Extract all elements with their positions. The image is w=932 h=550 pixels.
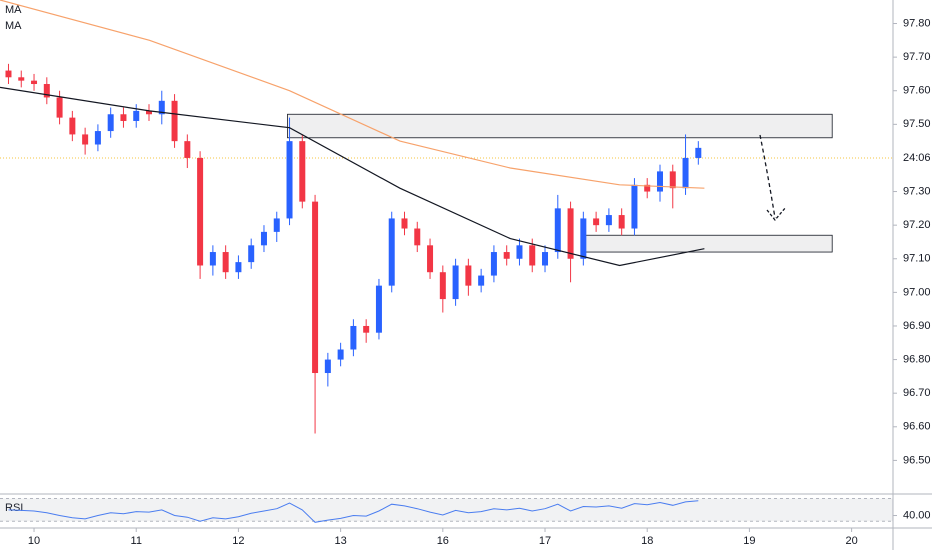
- candle-body: [695, 147, 702, 158]
- candle-body: [5, 70, 12, 78]
- x-tick-label: 11: [131, 535, 142, 547]
- projection-arrow: [759, 134, 776, 219]
- candle-body: [516, 245, 523, 259]
- candle-body: [273, 218, 280, 232]
- candle-body: [401, 218, 408, 229]
- candle-body: [171, 100, 178, 142]
- candle-body: [107, 114, 114, 132]
- candle-body: [248, 245, 255, 263]
- y-tick-label: 96.70: [903, 387, 931, 399]
- y-tick-label: 96.90: [903, 320, 931, 332]
- candle-body: [18, 77, 25, 81]
- y-tick-label: 97.20: [903, 219, 931, 231]
- candle-body: [580, 218, 587, 259]
- candle-body: [299, 141, 306, 202]
- x-tick-label: 16: [437, 535, 449, 547]
- x-tick-label: 19: [743, 535, 755, 547]
- candle-body: [31, 80, 38, 85]
- candle-body: [209, 252, 216, 266]
- legend-ma: MA: [5, 20, 22, 32]
- candle-body: [567, 208, 574, 259]
- x-tick-label: 17: [539, 535, 551, 547]
- moving-average: [0, 0, 705, 189]
- rsi-label: RSI: [5, 502, 23, 514]
- candle-body: [235, 262, 242, 273]
- candle-body: [529, 245, 536, 266]
- rsi-line: [8, 500, 699, 523]
- candle-body: [631, 184, 638, 229]
- candle-body: [593, 218, 600, 226]
- x-tick-label: 20: [845, 535, 857, 547]
- x-tick-label: 13: [334, 535, 346, 547]
- candle-body: [350, 325, 357, 350]
- x-tick-label: 10: [28, 535, 40, 547]
- candle-body: [312, 201, 319, 374]
- candle-body: [337, 349, 344, 360]
- x-tick-label: 18: [641, 535, 653, 547]
- candle-body: [146, 110, 153, 115]
- arrow-head: [766, 206, 787, 222]
- candle-body: [414, 228, 421, 246]
- candle-body: [644, 184, 651, 192]
- candle-body: [542, 252, 549, 266]
- moving-average: [0, 86, 705, 267]
- y-tick-label: 97.50: [903, 118, 931, 130]
- zone: [287, 113, 833, 139]
- candle-body: [618, 215, 625, 229]
- y-tick-label: 97.30: [903, 185, 931, 197]
- candle-body: [490, 252, 497, 276]
- candle-body: [388, 218, 395, 286]
- y-tick-label: 97.80: [903, 17, 931, 29]
- candle-body: [94, 131, 101, 145]
- y-tick-label: 97.10: [903, 253, 931, 265]
- x-tick-label: 12: [232, 535, 244, 547]
- candle-body: [375, 285, 382, 333]
- candle-body: [120, 114, 127, 121]
- legend-ma: MA: [5, 4, 22, 16]
- y-tick-label: 97.60: [903, 85, 931, 97]
- candle-body: [682, 157, 689, 189]
- rsi-band: [0, 498, 893, 522]
- candle-body: [439, 272, 446, 300]
- candle-body: [324, 359, 331, 374]
- y-tick-label: 96.60: [903, 421, 931, 433]
- candle-body: [43, 84, 50, 98]
- candle-body: [554, 208, 561, 253]
- candle-body: [465, 265, 472, 286]
- candle-body: [69, 117, 76, 135]
- candle-body: [184, 141, 191, 158]
- y-tick-label: 96.50: [903, 454, 931, 466]
- candle-body: [452, 265, 459, 300]
- y-tick-label: 96.80: [903, 353, 931, 365]
- candle-body: [363, 325, 370, 333]
- y-tick-label: 97.70: [903, 51, 931, 63]
- countdown-label: 24:06: [903, 152, 931, 164]
- candle-body: [478, 275, 485, 286]
- candle-body: [222, 252, 229, 273]
- candle-body: [605, 215, 612, 226]
- candle-body: [427, 245, 434, 273]
- rsi-y-tick-label: 40.00: [903, 509, 931, 521]
- candle-body: [260, 231, 267, 246]
- y-tick-label: 97.00: [903, 286, 931, 298]
- candle-body: [669, 171, 676, 189]
- candle-body: [133, 110, 140, 121]
- candle-body: [656, 171, 663, 192]
- candle-body: [56, 97, 63, 118]
- zone: [582, 234, 833, 253]
- candle-body: [158, 100, 165, 115]
- candle-body: [286, 141, 293, 219]
- candle-body: [197, 157, 204, 266]
- candle-body: [503, 252, 510, 259]
- candle-body: [82, 134, 89, 145]
